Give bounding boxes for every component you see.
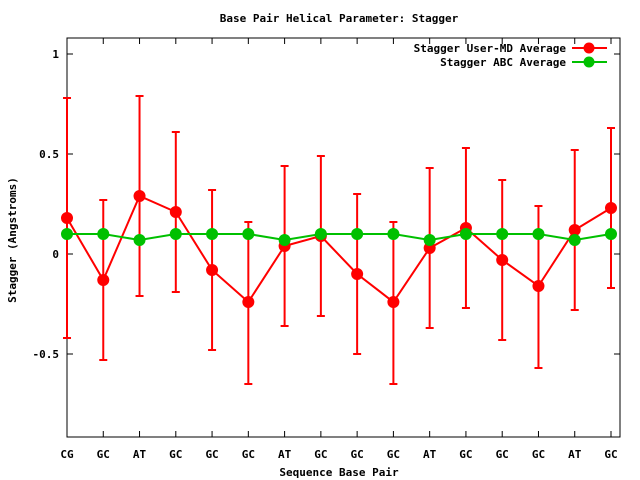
data-point [423,234,436,246]
x-tick-label: GC [532,448,545,461]
y-tick-label: 0 [52,248,59,261]
data-point [568,224,581,236]
data-point [605,202,617,214]
x-tick-label: CG [60,448,74,461]
data-point [169,228,182,240]
data-point [206,228,219,240]
data-point [496,254,509,266]
x-tick-label: GC [604,448,617,461]
data-point [206,264,219,276]
series-layer [61,95,617,385]
x-axis: CG GC AT GC GC GC AT GC GC GC AT GC GC GC AT GC [60,38,618,461]
data-point [459,228,472,240]
data-point [496,228,509,240]
legend-label: Stagger User-MD Average [414,42,567,55]
legend-marker [583,42,595,54]
data-point [351,228,364,240]
x-tick-label: GC [387,448,400,461]
y-axis: -0.5 0 0.5 1 [33,48,620,361]
data-point [605,228,617,240]
x-tick-label: GC [205,448,218,461]
y-axis-label: Stagger (Angstroms) [6,177,19,303]
data-point [387,296,400,308]
data-point [387,228,400,240]
x-tick-label: GC [169,448,182,461]
data-point [133,190,146,202]
x-tick-label: AT [278,448,292,461]
y-tick-label: -0.5 [33,348,60,361]
series-2 [61,228,617,246]
x-tick-label: GC [351,448,364,461]
legend-marker [583,56,595,68]
data-point [61,212,73,224]
data-point [169,206,182,218]
data-point [314,228,327,240]
x-tick-label: GC [496,448,509,461]
legend-label: Stagger ABC Average [440,56,566,69]
data-point [532,280,545,292]
data-point [278,234,291,246]
data-point [97,274,110,286]
x-tick-label: GC [459,448,472,461]
data-point [568,234,581,246]
series-line [66,194,612,304]
y-tick-label: 1 [52,48,59,61]
x-tick-label: AT [133,448,147,461]
x-tick-label: GC [314,448,327,461]
data-point [61,228,73,240]
chart-title: Base Pair Helical Parameter: Stagger [220,12,459,25]
x-tick-label: AT [423,448,437,461]
x-tick-label: GC [242,448,255,461]
x-tick-label: GC [97,448,110,461]
data-point [351,268,364,280]
data-point [97,228,110,240]
data-point [242,228,255,240]
data-point [133,234,146,246]
x-axis-label: Sequence Base Pair [279,466,399,479]
x-tick-label: AT [568,448,582,461]
data-point [532,228,545,240]
y-tick-label: 0.5 [39,148,59,161]
series-1 [61,95,617,385]
series-line [67,233,612,242]
data-point [242,296,255,308]
